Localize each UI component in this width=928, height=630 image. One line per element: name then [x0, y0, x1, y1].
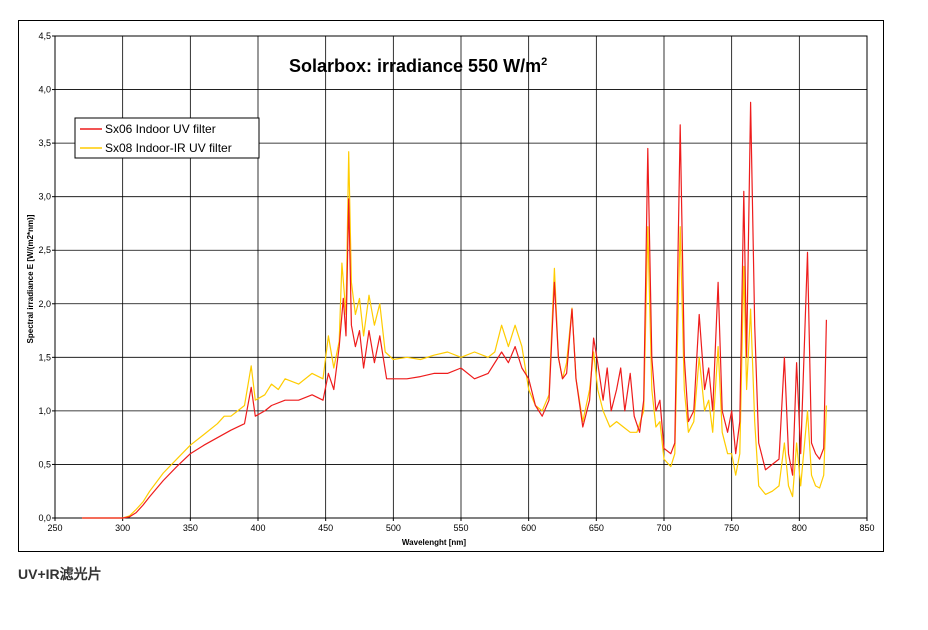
- x-tick-label: 650: [589, 523, 604, 533]
- x-tick-label: 500: [386, 523, 401, 533]
- y-axis-label: Spectral irradiance E [W/(m2*nm)]: [26, 214, 35, 343]
- x-tick-label: 850: [859, 523, 874, 533]
- legend-label-sx06: Sx06 Indoor UV filter: [105, 122, 216, 136]
- x-tick-label: 600: [521, 523, 536, 533]
- y-tick-label: 1,5: [38, 352, 51, 362]
- x-tick-label: 800: [792, 523, 807, 533]
- x-tick-label: 750: [724, 523, 739, 533]
- series-line-sx08: [82, 151, 827, 519]
- y-tick-label: 4,0: [38, 85, 51, 95]
- series-line-sx06: [82, 101, 827, 519]
- legend-box: [74, 117, 260, 159]
- x-tick-label: 550: [453, 523, 468, 533]
- y-tick-label: 3,0: [38, 192, 51, 202]
- axis-ticks: 250 300 350 400 450 500 550 600 650 700 750 800 850 0…: [38, 31, 874, 533]
- legend: Sx06 Indoor UV filter Sx08 Indoor-IR UV …: [74, 117, 260, 159]
- x-axis-label: Wavelenght [nm]: [402, 538, 466, 547]
- chart-frame: 250 300 350 400 450 500 550 600 650 700 750 800 850 0…: [18, 20, 884, 552]
- x-tick-label: 250: [47, 523, 62, 533]
- x-tick-label: 400: [250, 523, 265, 533]
- series-lines: [82, 101, 827, 519]
- x-tick-label: 450: [318, 523, 333, 533]
- y-tick-label: 2,5: [38, 245, 51, 255]
- spectral-irradiance-chart: 250 300 350 400 450 500 550 600 650 700 750 800 850 0…: [26, 31, 875, 547]
- y-tick-label: 1,0: [38, 406, 51, 416]
- y-tick-label: 4,5: [38, 31, 51, 41]
- y-tick-label: 0,5: [38, 459, 51, 469]
- x-tick-label: 700: [656, 523, 671, 533]
- legend-label-sx08: Sx08 Indoor-IR UV filter: [105, 141, 232, 155]
- y-tick-label: 3,5: [38, 138, 51, 148]
- y-tick-label: 0,0: [38, 513, 51, 523]
- y-tick-label: 2,0: [38, 299, 51, 309]
- x-tick-label: 300: [115, 523, 130, 533]
- image-caption: UV+IR滤光片: [18, 566, 102, 582]
- chart-title: Solarbox: irradiance 550 W/m2: [289, 56, 547, 76]
- x-tick-label: 350: [183, 523, 198, 533]
